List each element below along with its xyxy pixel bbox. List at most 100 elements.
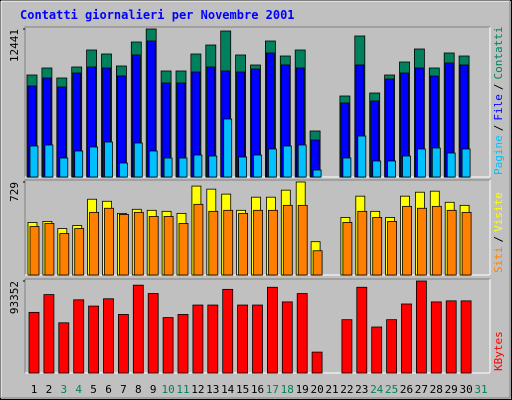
bar [342, 222, 353, 276]
bar [59, 157, 69, 178]
bar [117, 75, 126, 178]
y-tick-label: 12441 [8, 29, 21, 62]
bar [312, 169, 322, 178]
bar [208, 155, 218, 178]
x-tick-label: 14 [221, 383, 235, 396]
bar [223, 209, 234, 276]
legend: Pagine / File / Contatti [492, 27, 505, 175]
bar [460, 300, 472, 374]
bar [58, 322, 70, 374]
bar [238, 212, 249, 276]
x-tick-label: 22 [340, 383, 353, 396]
bar [297, 144, 307, 178]
bar [148, 216, 159, 276]
bar [461, 148, 471, 178]
bar [193, 203, 204, 276]
bar [446, 152, 456, 178]
bar [431, 205, 442, 276]
bar [148, 150, 158, 178]
x-tick-label: 13 [206, 383, 219, 396]
bar [372, 217, 383, 276]
bar [401, 303, 412, 374]
bar [178, 157, 188, 178]
bar [387, 160, 397, 178]
bar [282, 204, 293, 276]
x-tick-label: 20 [310, 383, 323, 396]
bar [178, 223, 189, 276]
x-tick-label: 11 [176, 383, 189, 396]
x-tick-label: 19 [296, 383, 309, 396]
bar [103, 298, 114, 374]
bar [133, 142, 143, 178]
x-tick-label: 29 [445, 383, 458, 396]
bar [89, 146, 98, 178]
x-tick-label: 7 [120, 383, 127, 396]
bar [147, 293, 159, 374]
y-tick-label: 93352 [8, 281, 21, 314]
bar [162, 317, 174, 374]
legend-separator: / [492, 125, 505, 132]
bar [356, 286, 368, 374]
bar [416, 148, 426, 178]
bar [118, 314, 129, 374]
x-tick-label: 16 [251, 383, 264, 396]
bar [386, 319, 398, 374]
bar [44, 223, 55, 276]
bar [357, 210, 368, 276]
x-tick-label: 27 [415, 383, 428, 396]
bar [357, 135, 367, 178]
legend: KBytes [492, 331, 505, 371]
x-tick-label: 1 [31, 383, 38, 396]
x-tick-label: 28 [430, 383, 443, 396]
bar [267, 148, 277, 178]
bar [371, 326, 383, 374]
bar [402, 205, 412, 276]
bar [415, 280, 427, 374]
bar [88, 305, 99, 374]
x-tick-label: 24 [370, 383, 384, 396]
legend-entry: Siti [492, 247, 505, 274]
bar [296, 293, 308, 374]
bar [29, 226, 40, 276]
bar [44, 144, 54, 178]
x-tick-label: 26 [400, 383, 413, 396]
bar [29, 145, 39, 178]
bar [119, 214, 129, 276]
bar [104, 141, 113, 178]
x-tick-label: 30 [459, 383, 472, 396]
x-tick-label: 3 [60, 383, 67, 396]
bar [89, 211, 99, 276]
bar [59, 233, 70, 276]
bar [192, 304, 204, 374]
x-tick-label: 21 [325, 383, 338, 396]
bar [402, 155, 411, 178]
bar [252, 304, 263, 374]
bar [73, 299, 85, 374]
legend-entry: KBytes [492, 331, 505, 371]
bar [431, 147, 441, 178]
chart-title: Contatti giornalieri per Novembre 2001 [20, 8, 295, 22]
y-tick-label: 729 [8, 182, 21, 202]
legend-separator: / [492, 236, 505, 243]
bar [207, 304, 219, 374]
bar [238, 156, 248, 178]
bar [177, 314, 189, 374]
x-tick-label: 15 [236, 383, 249, 396]
bar [74, 150, 84, 178]
x-tick-label: 9 [150, 383, 157, 396]
bar [193, 154, 203, 178]
bar [237, 304, 249, 374]
bar [133, 211, 144, 276]
bar [208, 210, 219, 276]
bar [372, 160, 382, 178]
bar [267, 209, 278, 276]
bar [461, 211, 472, 276]
bar [445, 300, 457, 374]
x-tick-label: 31 [474, 383, 487, 396]
bar [253, 209, 263, 276]
bar [311, 351, 323, 374]
bar [446, 209, 457, 276]
bar [312, 250, 323, 276]
bar [163, 157, 173, 178]
